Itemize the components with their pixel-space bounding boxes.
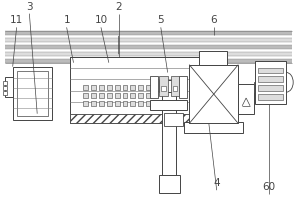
Bar xyxy=(99,101,104,106)
Bar xyxy=(138,85,143,90)
Bar xyxy=(122,85,128,90)
Bar xyxy=(5,52,292,56)
Bar xyxy=(107,85,112,90)
Text: 1: 1 xyxy=(63,15,70,25)
Bar xyxy=(83,101,88,106)
Bar xyxy=(16,71,48,116)
Bar xyxy=(91,101,96,106)
Text: 6: 6 xyxy=(210,15,217,25)
Bar xyxy=(5,38,292,42)
Bar xyxy=(99,93,104,98)
Bar xyxy=(3,91,7,95)
Bar xyxy=(162,92,176,175)
Bar xyxy=(258,68,284,73)
Bar xyxy=(255,61,286,104)
Bar xyxy=(150,100,187,110)
Bar xyxy=(258,85,284,91)
Bar xyxy=(115,101,120,106)
Bar xyxy=(91,93,96,98)
Bar xyxy=(115,93,120,98)
Text: 5: 5 xyxy=(158,15,164,25)
Bar xyxy=(159,80,180,92)
Bar xyxy=(5,45,292,49)
Text: 4: 4 xyxy=(213,178,220,188)
Bar xyxy=(254,82,264,92)
Bar xyxy=(130,85,135,90)
Bar xyxy=(159,175,180,193)
Bar xyxy=(3,81,7,85)
Bar xyxy=(264,84,272,90)
Bar xyxy=(138,93,143,98)
Bar xyxy=(70,57,215,123)
Bar xyxy=(138,101,143,106)
Bar xyxy=(172,86,178,91)
Bar xyxy=(179,76,187,98)
Bar xyxy=(99,85,104,90)
Bar xyxy=(107,93,112,98)
Bar xyxy=(171,76,179,96)
Bar xyxy=(184,122,243,133)
Bar xyxy=(130,101,135,106)
Bar xyxy=(3,86,7,90)
Bar xyxy=(70,114,215,123)
Text: 60: 60 xyxy=(262,182,275,192)
Bar xyxy=(189,65,238,123)
Bar xyxy=(159,76,168,96)
Bar xyxy=(5,77,16,97)
Bar xyxy=(107,101,112,106)
Bar xyxy=(5,59,292,63)
Bar xyxy=(91,85,96,90)
Bar xyxy=(164,113,183,126)
Bar xyxy=(150,76,158,98)
Bar xyxy=(146,101,151,106)
Bar xyxy=(238,84,254,114)
Bar xyxy=(199,51,226,65)
Text: 2: 2 xyxy=(115,2,122,12)
Text: 10: 10 xyxy=(94,15,107,25)
Bar xyxy=(122,93,128,98)
Bar xyxy=(83,85,88,90)
Bar xyxy=(161,86,166,91)
Bar xyxy=(146,85,151,90)
Text: 3: 3 xyxy=(26,2,33,12)
Bar xyxy=(83,93,88,98)
Bar xyxy=(130,93,135,98)
Bar xyxy=(122,101,128,106)
Bar xyxy=(258,94,284,100)
Bar xyxy=(70,57,215,68)
Bar xyxy=(146,93,151,98)
Bar xyxy=(258,76,284,82)
Text: 11: 11 xyxy=(10,15,23,25)
Bar xyxy=(5,31,292,35)
Bar xyxy=(115,85,120,90)
Bar xyxy=(13,67,52,120)
